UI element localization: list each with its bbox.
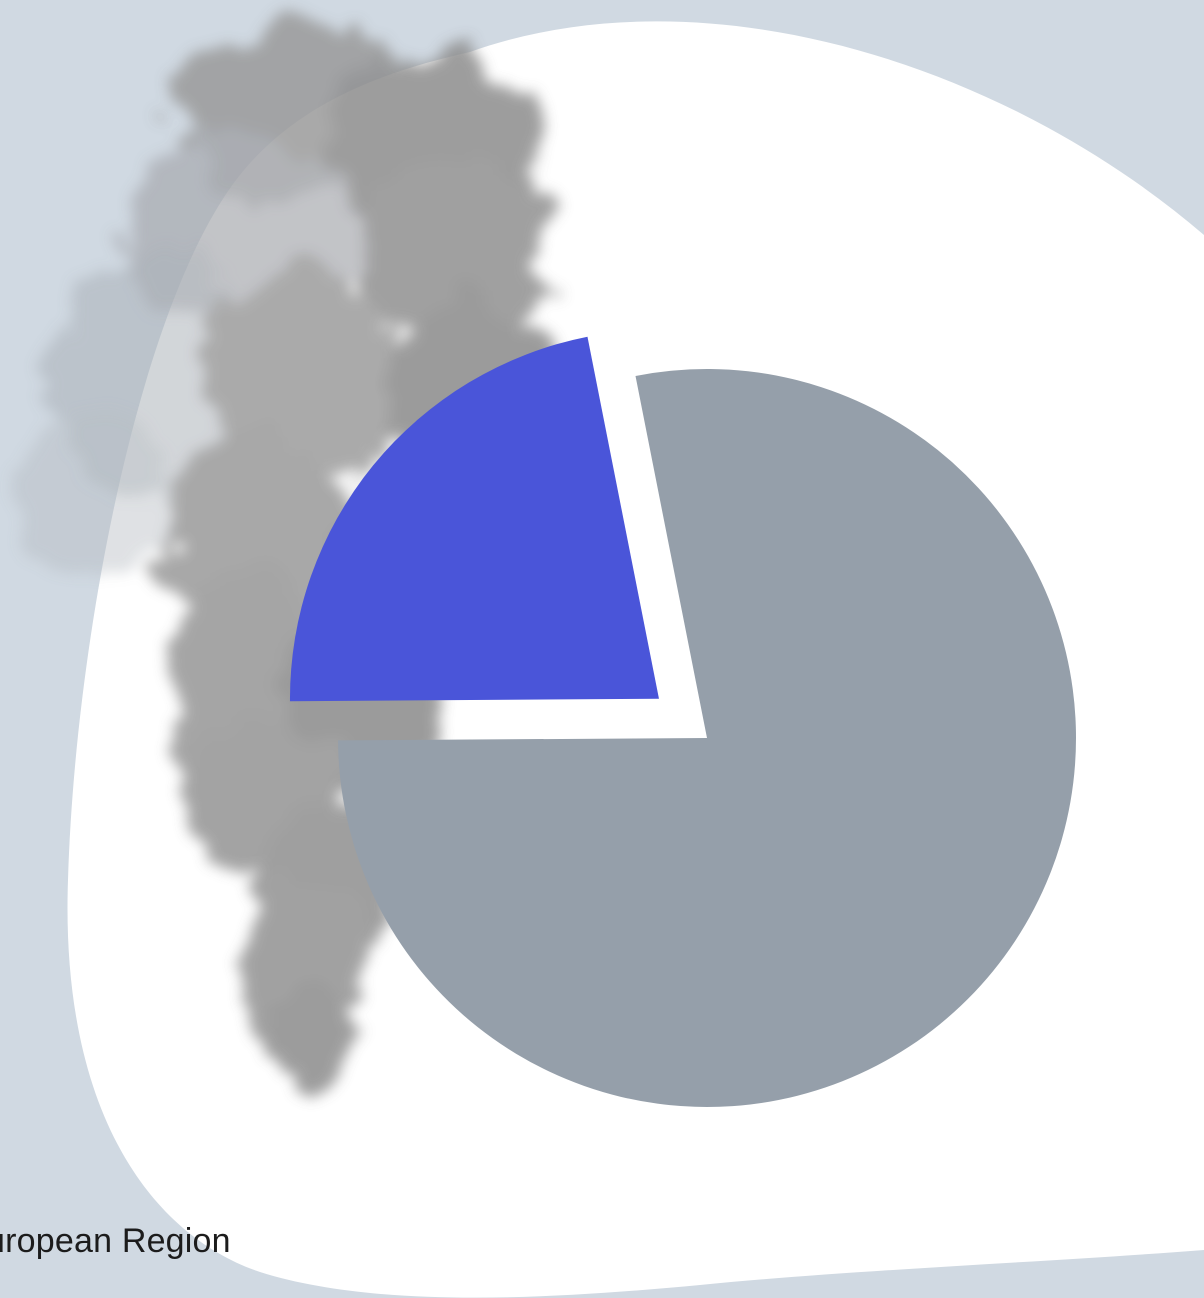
region-label: uropean Region xyxy=(0,1222,231,1260)
pie-chart xyxy=(289,336,1076,1108)
pie-slice-1 xyxy=(289,336,659,702)
pie-slice-2 xyxy=(338,369,1076,1108)
